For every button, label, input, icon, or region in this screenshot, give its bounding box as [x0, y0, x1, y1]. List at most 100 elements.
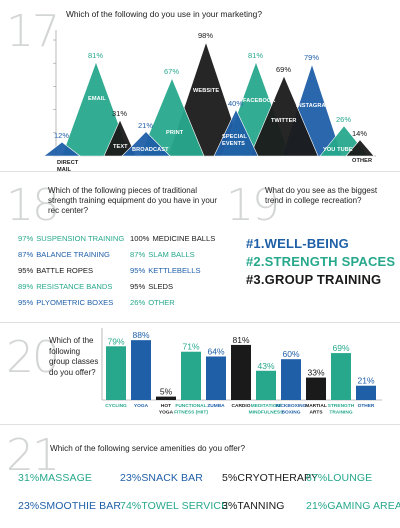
equipment-value: 87% [130, 250, 146, 259]
amenity-label: GAMING AREA [327, 500, 400, 512]
equipment-label: SLEDS [148, 282, 174, 291]
category-label: PRINT [166, 130, 184, 136]
category-label: DIRECT MAIL [57, 160, 79, 173]
section-number: 21 [6, 430, 60, 481]
bar [306, 377, 326, 400]
equipment-value: 97% [18, 234, 34, 243]
data-label: 81% [248, 51, 264, 61]
bar-value-label: 79% [107, 336, 124, 346]
category-label: OTHER [352, 158, 373, 164]
equipment-value: 100% [130, 234, 150, 243]
triangle-special-events [213, 108, 259, 157]
section-trends: 19 What do you see as the biggest trend … [0, 172, 400, 322]
bar-value-label: 81% [232, 335, 249, 345]
bar-value-label: 33% [307, 368, 324, 378]
bar-value-label: 88% [132, 330, 149, 340]
bar [281, 359, 301, 400]
category-label: EMAIL [88, 96, 106, 102]
bar [231, 344, 251, 400]
group-classes-bar-chart: 79%CYCLING88%YOGA5%HOTYOGA71%FUNCTIONALF… [101, 328, 382, 416]
bar-category-label: ZUMBA [207, 403, 225, 409]
bar-value-label: 5% [160, 387, 173, 397]
amenity-item: 23%SNACK BAR [120, 472, 203, 484]
bar-value-label: 43% [257, 361, 274, 371]
equipment-value: 89% [18, 282, 34, 291]
amenity-item: 3%TANNING [222, 500, 285, 512]
bar [356, 385, 376, 400]
equipment-item: 95% SLEDS [130, 282, 173, 291]
amenity-value: 23% [18, 500, 40, 512]
section-number: 17 [6, 6, 60, 57]
data-label: 67% [164, 67, 180, 77]
data-label: 98% [198, 31, 214, 41]
data-label: 26% [336, 114, 352, 124]
data-label: 79% [304, 53, 320, 63]
equipment-label: PLYOMETRIC BOXES [36, 298, 114, 307]
amenity-label: TANNING [237, 500, 285, 512]
bar-value-label: 69% [332, 343, 349, 353]
amenity-value: 74% [120, 500, 142, 512]
question-line: What do you see as the biggest [265, 186, 378, 195]
question-line: do you offer? [49, 367, 96, 377]
trend-1: #1.WELL-BEING [246, 236, 349, 251]
category-label: WEBSITE [193, 88, 220, 94]
bar [106, 346, 126, 400]
bar-value-label: 60% [282, 349, 299, 359]
data-label: 31% [112, 109, 128, 119]
equipment-item: 95% BATTLE ROPES [18, 266, 93, 275]
question-line: group classes [49, 357, 99, 366]
question-text: Which of the following service amenities… [50, 444, 246, 453]
section-marketing: 17 Which of the following do you use in … [0, 0, 400, 173]
equipment-value: 26% [130, 298, 146, 307]
question-line: following [49, 346, 81, 356]
question-line: Which of the [49, 336, 94, 345]
equipment-value: 95% [130, 282, 146, 291]
category-label: TEXT [113, 144, 128, 150]
triangle-direct-mail [43, 141, 81, 157]
amenity-item: 74%TOWEL SERVICE [120, 500, 228, 512]
amenity-label: TOWEL SERVICE [141, 500, 229, 512]
amenity-label: CRYOTHERAPY [237, 472, 319, 484]
equipment-label: OTHER [148, 298, 175, 307]
section-number: 19 [226, 180, 280, 231]
triangle-email [61, 61, 131, 157]
triangle-twitter [249, 75, 319, 157]
section-strength-equipment: 18 Which of the following pieces of trad… [0, 172, 400, 322]
bar-category-label: CYCLING [105, 403, 127, 409]
bar-category-label: FUNCTIONAL [175, 403, 206, 409]
equipment-item: 87% BALANCE TRAINING [18, 250, 110, 259]
bar-category-label: HOT [161, 403, 171, 409]
amenity-item: 21%GAMING AREA [306, 500, 400, 512]
equipment-label: RESISTANCE BANDS [36, 282, 113, 291]
category-label: YOU TUBE [323, 147, 353, 153]
amenity-value: 5% [222, 472, 238, 484]
bar-category-label: BOXING [282, 410, 301, 416]
bar-category-label: MINDFULNESS [249, 410, 284, 416]
bar-category-label: STRENGTH [328, 403, 355, 409]
equipment-label: BATTLE ROPES [36, 266, 94, 275]
amenity-item: 23%SMOOTHIE BAR [18, 500, 121, 512]
equipment-value: 95% [18, 298, 34, 307]
data-label: 21% [138, 120, 154, 130]
question-line: rec center? [48, 206, 89, 215]
trend-3: #3.GROUP TRAINING [246, 272, 382, 287]
category-label: FACEBOOK [243, 98, 276, 104]
amenity-label: SMOOTHIE BAR [39, 500, 122, 512]
amenity-label: SNACK BAR [141, 472, 203, 484]
category-label: TWITTER [271, 118, 297, 124]
bar-category-label: TRAINING [329, 410, 352, 416]
bar-category-label: KICKBOXING [276, 403, 307, 409]
data-label: 81% [88, 51, 104, 61]
data-label: 40% [228, 98, 244, 108]
bar-value-label: 64% [207, 346, 224, 356]
amenity-value: 3% [222, 500, 238, 512]
section-group-classes: 20 Which of the following group classes … [0, 322, 400, 424]
amenity-value: 21% [306, 500, 328, 512]
equipment-item: 95% KETTLEBELLS [130, 266, 201, 275]
question-line: Which of the following pieces of traditi… [48, 186, 197, 195]
equipment-label: MEDICINE BALLS [152, 234, 216, 243]
bar [331, 353, 351, 400]
triangle-other [345, 139, 375, 157]
bar-category-label: ARTS [309, 410, 323, 416]
equipment-item: 26% OTHER [130, 298, 175, 307]
